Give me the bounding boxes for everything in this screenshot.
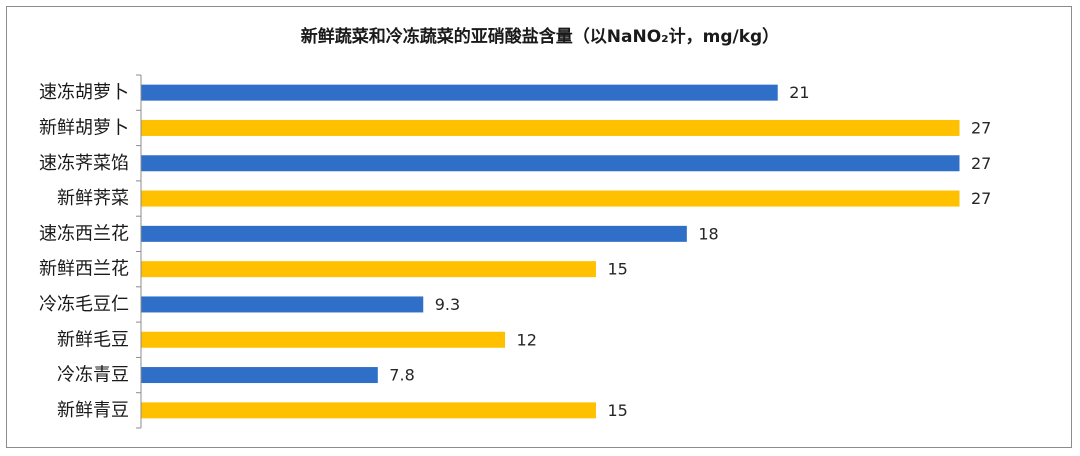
chart-title: 新鲜蔬菜和冷冻蔬菜的亚硝酸盐含量（以NaNO₂计，mg/kg） [300,27,780,47]
data-label: 7.8 [389,366,414,385]
category-label: 新鲜毛豆 [57,329,129,350]
bar [141,367,378,384]
category-label: 冷冻毛豆仁 [39,294,129,315]
data-label: 15 [607,260,627,279]
category-label: 速冻胡萝卜 [39,82,129,103]
bar [141,296,424,313]
category-label: 速冻荠菜馅 [39,153,129,174]
data-label: 12 [517,330,537,349]
bar [141,155,960,172]
category-label: 冷冻青豆 [57,365,129,386]
data-label: 27 [971,118,991,137]
category-label: 新鲜胡萝卜 [39,117,129,138]
data-label: 9.3 [435,295,460,314]
bar [141,84,778,101]
bar [141,331,506,348]
data-label: 15 [607,401,627,420]
data-label: 27 [971,189,991,208]
bar [141,225,687,242]
bar [141,261,596,278]
category-label: 新鲜青豆 [57,400,129,421]
category-label: 新鲜荠菜 [57,188,129,209]
bar [141,190,960,207]
bar [141,119,960,136]
category-label: 新鲜西兰花 [39,259,129,280]
data-label: 27 [971,154,991,173]
data-label: 18 [698,224,718,243]
bar [141,402,596,419]
data-label: 21 [789,83,809,102]
category-label: 速冻西兰花 [39,223,129,244]
